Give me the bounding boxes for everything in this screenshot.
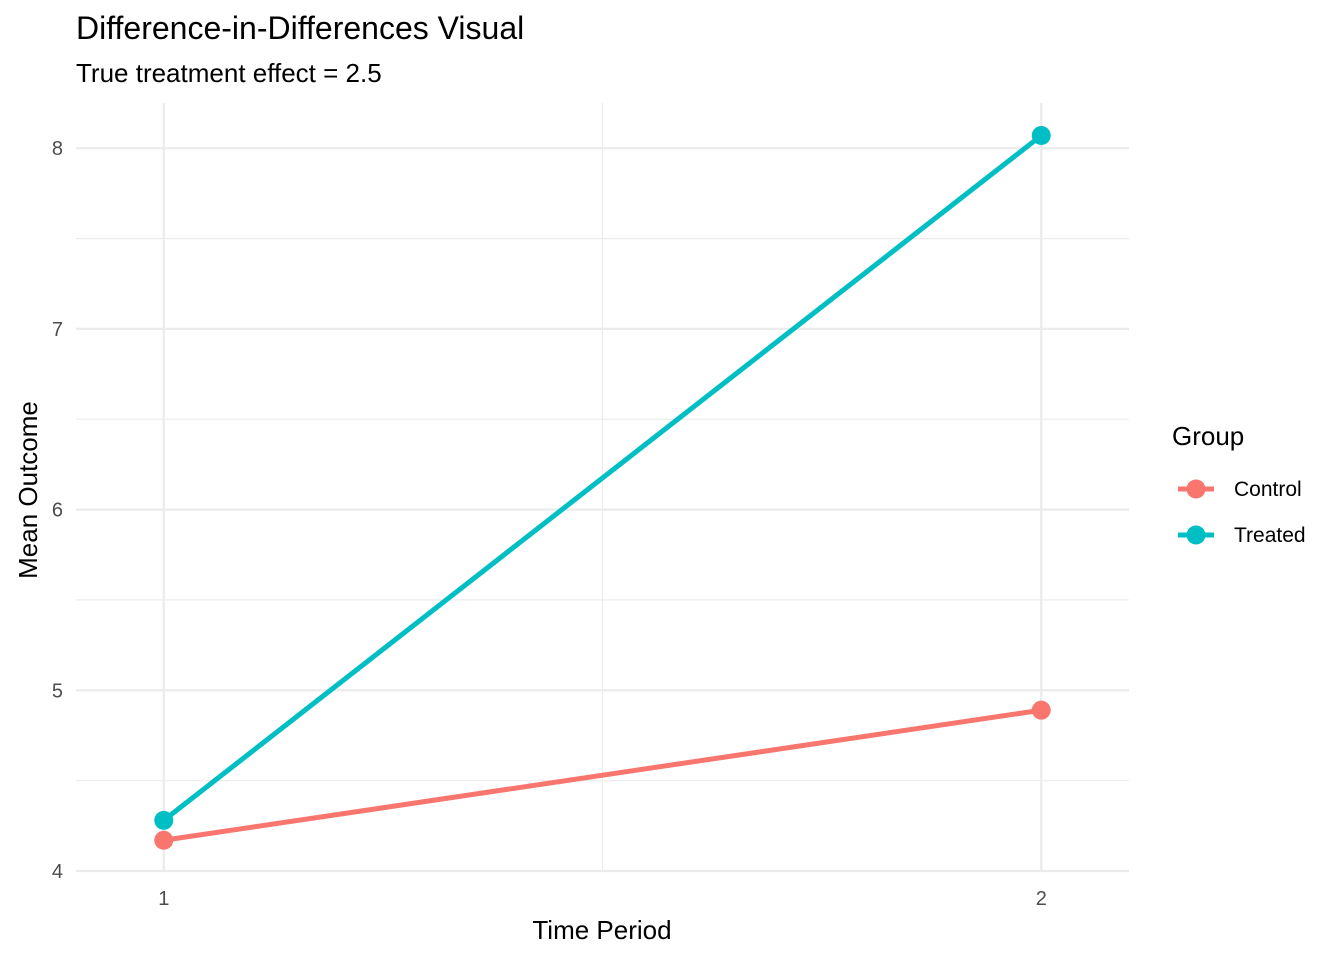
series-layer (154, 126, 1051, 850)
grid-layer (76, 103, 1129, 873)
series-line-treated (162, 133, 1043, 823)
series-treated (154, 126, 1051, 830)
y-tick-label: 8 (52, 138, 63, 160)
tick-label-layer: 4 5 6 7 8 1 2 (52, 138, 1047, 910)
legend-item-control: Control (1178, 478, 1302, 501)
legend: Group Control Treated (1172, 421, 1306, 547)
legend-label: Control (1234, 478, 1302, 501)
x-tick-label: 2 (1036, 888, 1047, 910)
data-point-control (1031, 700, 1051, 720)
legend-title: Group (1172, 421, 1244, 451)
legend-key-point (1186, 479, 1206, 499)
chart-title: Difference-in-Differences Visual (76, 10, 524, 46)
data-point-treated (1031, 126, 1051, 146)
legend-key-point (1186, 525, 1206, 545)
y-tick-label: 5 (52, 680, 63, 702)
y-axis-title: Mean Outcome (13, 401, 43, 579)
legend-items: Control Treated (1178, 478, 1306, 547)
y-tick-label: 4 (52, 861, 63, 883)
x-axis-title: Time Period (532, 915, 671, 945)
data-point-control (154, 830, 174, 850)
legend-label: Treated (1234, 524, 1306, 547)
series-line-control (163, 707, 1042, 843)
data-point-treated (154, 810, 174, 830)
y-tick-label: 6 (52, 500, 63, 522)
x-tick-label: 1 (158, 888, 169, 910)
y-tick-label: 7 (52, 319, 63, 341)
series-control (154, 700, 1051, 850)
chart-subtitle: True treatment effect = 2.5 (76, 58, 382, 88)
legend-item-treated: Treated (1178, 524, 1306, 547)
